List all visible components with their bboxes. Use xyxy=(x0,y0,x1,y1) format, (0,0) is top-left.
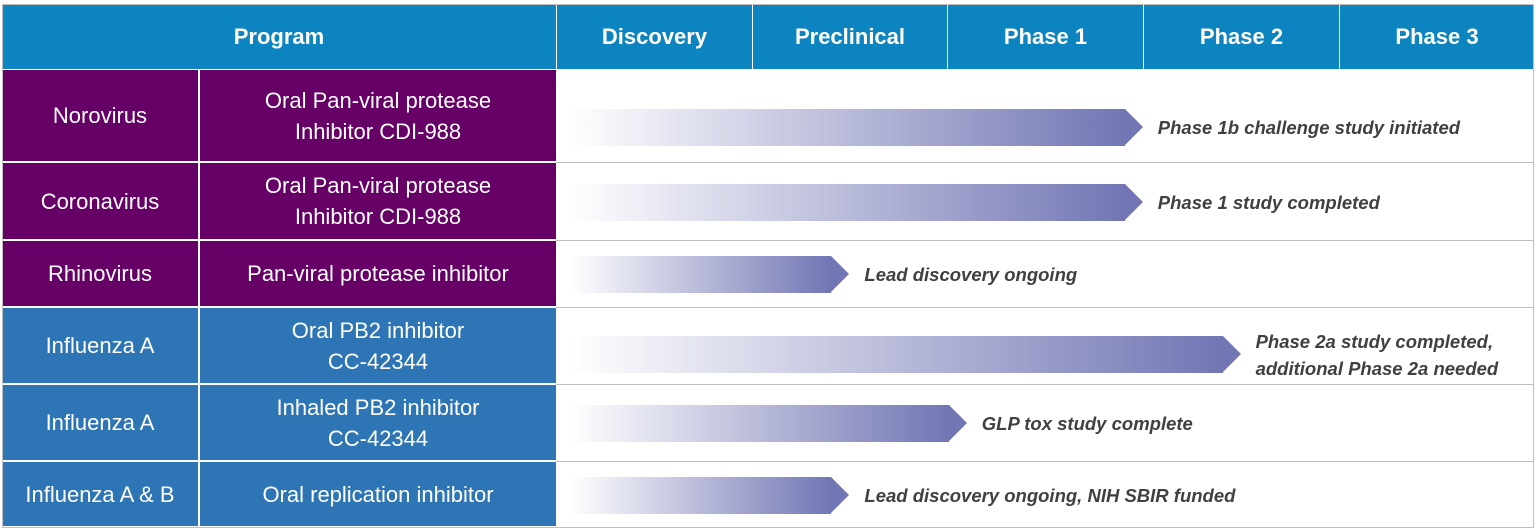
header-stage-preclinical: Preclinical xyxy=(752,4,947,69)
row-compound-cell: Oral Pan-viral protease Inhibitor CDI-98… xyxy=(198,163,556,241)
progress-arrow-shaft xyxy=(570,405,949,442)
row-compound-label: Oral Pan-viral protease Inhibitor CDI-98… xyxy=(264,87,492,144)
header-stage-label: Phase 2 xyxy=(1199,23,1284,49)
row-compound-label: Oral Pan-viral protease Inhibitor CDI-98… xyxy=(264,173,492,229)
header-stage-phase-1: Phase 1 xyxy=(947,4,1143,69)
row-status-note: Phase 2a study completed, additional Pha… xyxy=(1255,330,1499,379)
row-target-cell: Influenza A xyxy=(2,385,198,462)
progress-arrow-shaft xyxy=(570,256,832,293)
header-program: Program xyxy=(2,4,556,69)
row-target-label: Rhinovirus xyxy=(48,261,152,286)
row-compound-label: Pan-viral protease inhibitor xyxy=(247,261,509,286)
progress-arrow-head xyxy=(831,477,850,513)
row-status-note: Phase 1 study completed xyxy=(1157,192,1380,213)
row-target-label: Influenza A xyxy=(45,333,155,358)
header-stage-phase-2: Phase 2 xyxy=(1143,4,1339,69)
progress-arrow-head xyxy=(1124,109,1143,145)
row-compound-label: Inhaled PB2 inhibitor CC-42344 xyxy=(276,394,480,451)
row-status-note: GLP tox study complete xyxy=(981,413,1193,434)
row-target-cell: Coronavirus xyxy=(2,163,198,241)
header-stage-label: Preclinical xyxy=(794,23,906,49)
row-target-cell: Norovirus xyxy=(2,70,198,163)
progress-arrow xyxy=(570,477,850,514)
progress-arrow xyxy=(570,184,1143,221)
row-target-label: Influenza A xyxy=(45,410,155,435)
header-stage-label: Discovery xyxy=(601,23,708,49)
progress-arrow xyxy=(570,256,850,293)
progress-arrow-shaft xyxy=(570,336,1223,373)
progress-arrow-shaft xyxy=(570,477,832,514)
progress-arrow-head xyxy=(831,256,850,292)
header-stage-phase-3: Phase 3 xyxy=(1339,4,1534,69)
progress-arrow xyxy=(570,109,1143,146)
row-compound-cell: Oral PB2 inhibitor CC-42344 xyxy=(198,308,556,385)
header-stage-discovery: Discovery xyxy=(556,4,752,69)
row-compound-label: Oral PB2 inhibitor CC-42344 xyxy=(291,317,465,374)
row-target-label: Coronavirus xyxy=(40,188,160,214)
header-stage-label: Phase 1 xyxy=(1003,23,1088,49)
header-stage-label: Phase 3 xyxy=(1395,23,1479,49)
row-compound-cell: Inhaled PB2 inhibitor CC-42344 xyxy=(198,385,556,462)
row-target-cell: Rhinovirus xyxy=(2,241,198,308)
row-compound-cell: Oral replication inhibitor xyxy=(198,462,556,528)
row-status-note: Lead discovery ongoing xyxy=(864,264,1078,285)
row-target-cell: Influenza A & B xyxy=(2,462,198,528)
progress-arrow-head xyxy=(1222,336,1241,372)
progress-arrow-head xyxy=(1124,184,1143,220)
progress-arrow xyxy=(570,336,1241,373)
progress-arrow-head xyxy=(948,405,967,441)
header-program-label: Program xyxy=(233,23,325,49)
row-status-note: Phase 1b challenge study initiated xyxy=(1157,117,1461,138)
progress-arrow-shaft xyxy=(570,184,1125,221)
progress-arrow-shaft xyxy=(570,109,1125,146)
progress-arrow xyxy=(570,405,967,442)
row-compound-label: Oral replication inhibitor xyxy=(262,481,494,507)
row-target-cell: Influenza A xyxy=(2,308,198,385)
row-compound-cell: Pan-viral protease inhibitor xyxy=(198,241,556,308)
row-target-label: Norovirus xyxy=(52,103,148,128)
row-status-note: Lead discovery ongoing, NIH SBIR funded xyxy=(864,485,1236,506)
row-target-label: Influenza A & B xyxy=(25,481,175,507)
row-compound-cell: Oral Pan-viral protease Inhibitor CDI-98… xyxy=(198,70,556,163)
